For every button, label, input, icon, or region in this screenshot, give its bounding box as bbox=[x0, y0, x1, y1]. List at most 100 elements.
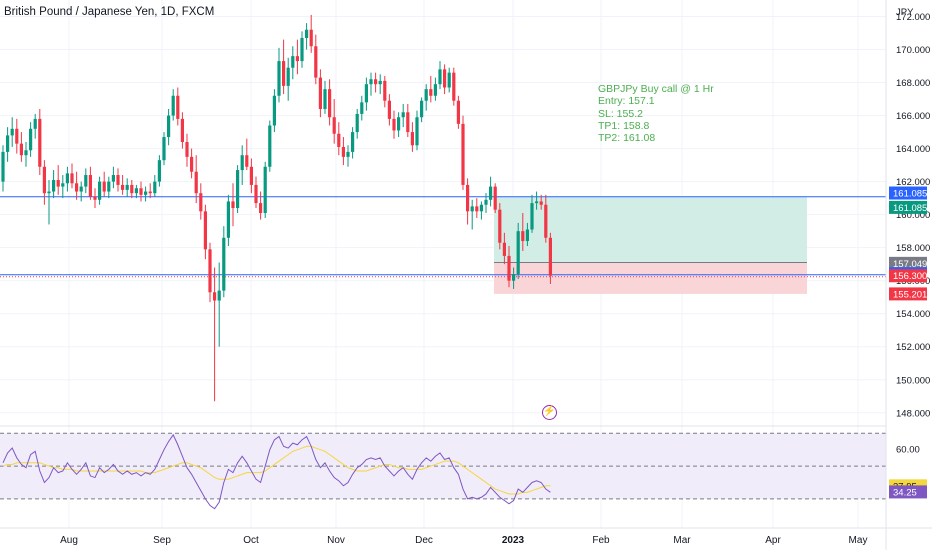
note-line: GBPJPy Buy call @ 1 Hr bbox=[598, 83, 714, 95]
note-line: SL: 155.2 bbox=[598, 107, 643, 120]
candle-body bbox=[309, 29, 313, 47]
candle-body bbox=[42, 166, 46, 194]
candle-body bbox=[397, 117, 401, 131]
candle-body bbox=[328, 89, 332, 118]
price-badge-label: 155.201 bbox=[893, 289, 927, 300]
price-tick-label: 160.000 bbox=[896, 210, 930, 221]
candle-body bbox=[383, 80, 387, 101]
time-tick-label: Dec bbox=[415, 535, 433, 546]
candle-body bbox=[475, 206, 479, 212]
rsi-line bbox=[2, 433, 551, 510]
candle-body bbox=[176, 95, 180, 119]
candle-body bbox=[47, 191, 51, 194]
candle-body bbox=[392, 118, 396, 131]
candle-body bbox=[79, 186, 83, 192]
candle-body bbox=[456, 100, 460, 124]
candle-body bbox=[525, 229, 529, 242]
candle-body bbox=[544, 204, 548, 238]
time-tick-label: Aug bbox=[60, 535, 78, 546]
candle-body bbox=[300, 37, 304, 62]
candle-body bbox=[70, 173, 74, 184]
price-badge-label: 161.085 bbox=[893, 189, 927, 200]
candle-body bbox=[433, 84, 437, 96]
candle-body bbox=[323, 89, 327, 109]
candle-body bbox=[249, 166, 253, 185]
trade-zones bbox=[494, 196, 807, 294]
candle-body bbox=[502, 242, 506, 256]
candle-body bbox=[1, 151, 5, 182]
candle-body bbox=[374, 79, 378, 85]
candle-body bbox=[461, 123, 465, 185]
price-tick-label: 170.000 bbox=[896, 45, 930, 56]
candle-body bbox=[415, 117, 419, 146]
candle-body bbox=[61, 183, 65, 187]
candle-body bbox=[240, 155, 244, 171]
lightning-icon[interactable]: ⚡ bbox=[542, 405, 557, 420]
candle-body bbox=[498, 209, 502, 243]
candle-body bbox=[56, 179, 60, 187]
candle-body bbox=[369, 79, 373, 85]
candle-body bbox=[125, 184, 129, 190]
candle-body bbox=[410, 132, 414, 146]
candle-body bbox=[318, 77, 322, 109]
price-badge bbox=[889, 269, 927, 283]
price-tick-label: 166.000 bbox=[896, 111, 930, 122]
candle-body bbox=[157, 160, 161, 182]
price-badge bbox=[889, 186, 927, 200]
price-badge-label: 156.300 bbox=[893, 271, 927, 282]
price-badge bbox=[889, 287, 927, 301]
price-tick-label: 158.000 bbox=[896, 243, 930, 254]
candle-body bbox=[452, 72, 456, 101]
price-tick-label: 150.000 bbox=[896, 375, 930, 386]
price-tick-label: 148.000 bbox=[896, 408, 930, 419]
candle-body bbox=[489, 186, 493, 200]
candle-body bbox=[521, 231, 525, 242]
candle-body bbox=[213, 292, 217, 301]
candle-body bbox=[530, 203, 534, 230]
chart-title: British Pound / Japanese Yen, 1D, FXCM bbox=[4, 6, 215, 18]
candle-body bbox=[171, 95, 175, 116]
candle-body bbox=[254, 184, 258, 204]
candle-body bbox=[337, 133, 341, 147]
candle-body bbox=[305, 29, 309, 38]
note-line: TP2: 161.08 bbox=[598, 132, 656, 145]
rsi-tick-label: 60.00 bbox=[896, 445, 920, 456]
horizontal-lines bbox=[0, 196, 886, 278]
candle-body bbox=[148, 191, 152, 194]
candle-body bbox=[291, 56, 295, 68]
candle-body bbox=[194, 171, 198, 194]
candle-body bbox=[15, 128, 19, 144]
candle-body bbox=[406, 112, 410, 133]
candle-body bbox=[130, 184, 134, 194]
candle-body bbox=[447, 72, 451, 88]
candle-body bbox=[102, 181, 106, 192]
candle-body bbox=[507, 255, 511, 281]
candle-body bbox=[33, 118, 37, 129]
candle-body bbox=[346, 151, 350, 157]
candle-body bbox=[38, 118, 42, 167]
candle-body bbox=[236, 170, 240, 209]
candle-body bbox=[424, 89, 428, 101]
candle-body bbox=[429, 89, 433, 96]
candle-body bbox=[24, 150, 28, 156]
candle-body bbox=[199, 193, 203, 212]
price-badge-label: 157.049 bbox=[893, 259, 927, 270]
stop-loss-zone bbox=[494, 262, 807, 294]
candle-body bbox=[438, 69, 442, 85]
candle-body bbox=[139, 188, 143, 195]
candle-body bbox=[401, 112, 405, 118]
price-tick-label: 172.000 bbox=[896, 12, 930, 23]
candle-body bbox=[272, 95, 276, 126]
candle-body bbox=[493, 186, 497, 210]
price-tick-label: 154.000 bbox=[896, 309, 930, 320]
candle-body bbox=[222, 237, 226, 291]
candle-body bbox=[535, 201, 539, 204]
time-tick-label: Feb bbox=[592, 535, 610, 546]
candle-body bbox=[116, 175, 120, 185]
candle-body bbox=[351, 132, 355, 152]
candle-body bbox=[203, 211, 207, 250]
time-tick-label: Mar bbox=[673, 535, 691, 546]
time-tick-label: May bbox=[849, 535, 868, 546]
